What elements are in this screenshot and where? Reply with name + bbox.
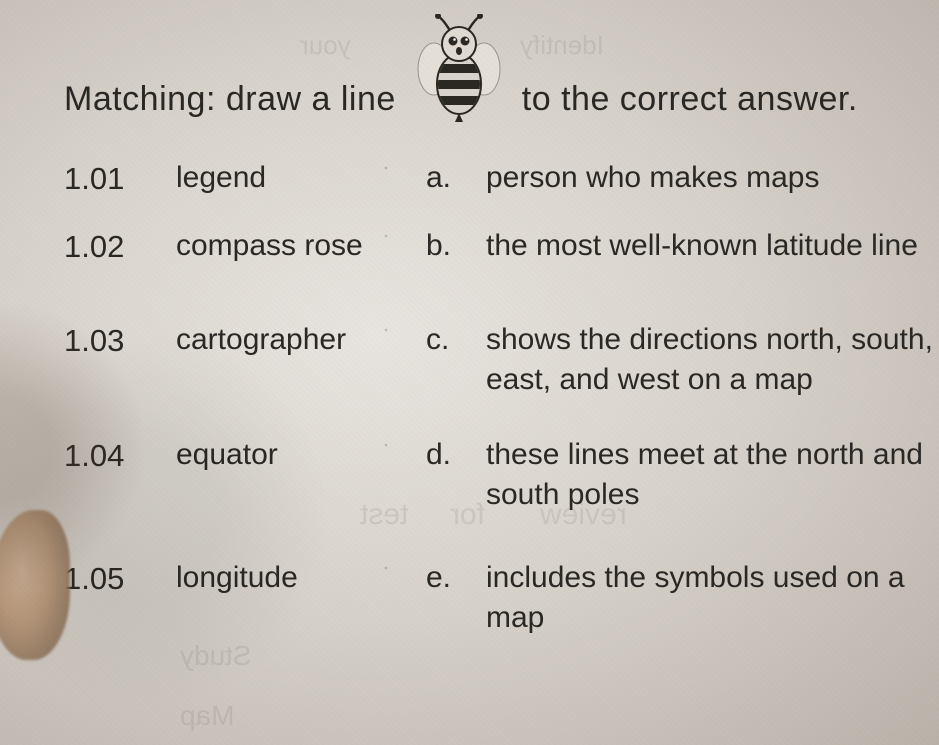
matching-row: 1.02 compass rose b. the most well-known…	[64, 226, 939, 268]
match-dot[interactable]	[386, 226, 426, 236]
item-number: 1.05	[64, 558, 176, 600]
item-number: 1.04	[64, 435, 176, 477]
match-dot[interactable]	[386, 435, 426, 445]
answer-letter: b.	[426, 226, 486, 267]
answer-definition: the most well-known latitude line	[486, 226, 939, 267]
match-dot[interactable]	[386, 558, 426, 568]
item-term: longitude	[176, 558, 386, 599]
ghost-text: your	[300, 30, 351, 61]
ghost-text: Study	[180, 640, 252, 672]
match-dot[interactable]	[386, 320, 426, 330]
matching-rows: 1.01 legend a. person who makes maps 1.0…	[64, 158, 939, 639]
answer-letter: e.	[426, 558, 486, 599]
answer-letter: c.	[426, 320, 486, 361]
matching-row: 1.05 longitude e. includes the symbols u…	[64, 558, 939, 639]
instruction-left: Matching: draw a line	[64, 80, 396, 119]
answer-letter: a.	[426, 158, 486, 199]
answer-definition: shows the directions north, south, east,…	[486, 320, 939, 401]
worksheet-page: Matching: draw a line	[0, 0, 939, 745]
ghost-text: Map	[180, 700, 234, 732]
item-number: 1.03	[64, 320, 176, 362]
item-term: equator	[176, 435, 386, 476]
instruction-right: to the correct answer.	[522, 80, 858, 119]
item-term: legend	[176, 158, 386, 199]
ghost-text: Identify	[520, 30, 604, 61]
bee-icon	[414, 14, 504, 124]
item-term: compass rose	[176, 226, 386, 267]
matching-row: 1.01 legend a. person who makes maps	[64, 158, 939, 200]
answer-definition: these lines meet at the north and south …	[486, 435, 939, 516]
answer-letter: d.	[426, 435, 486, 476]
matching-row: 1.03 cartographer c. shows the direction…	[64, 320, 939, 401]
thumb-shadow	[0, 510, 70, 660]
matching-row: 1.04 equator d. these lines meet at the …	[64, 435, 939, 516]
answer-definition: person who makes maps	[486, 158, 939, 199]
item-term: cartographer	[176, 320, 386, 361]
answer-definition: includes the symbols used on a map	[486, 558, 939, 639]
item-number: 1.01	[64, 158, 176, 200]
match-dot[interactable]	[386, 158, 426, 168]
instruction-row: Matching: draw a line	[64, 74, 939, 124]
item-number: 1.02	[64, 226, 176, 268]
